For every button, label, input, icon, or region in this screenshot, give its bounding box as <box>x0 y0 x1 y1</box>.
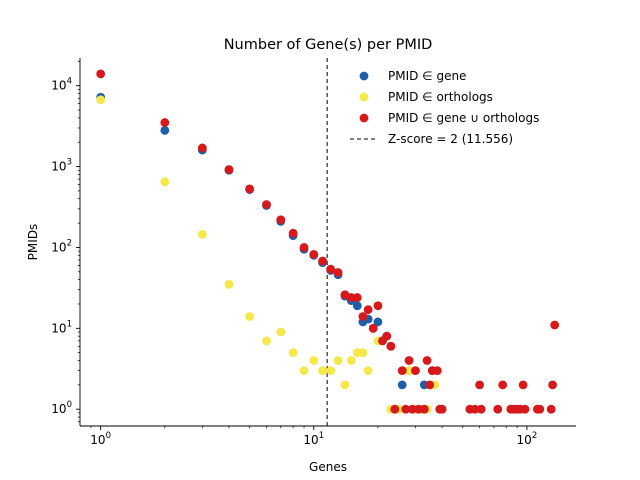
y-tick-label: 104 <box>51 77 72 93</box>
data-point <box>368 323 378 333</box>
data-point <box>518 380 528 390</box>
data-point <box>358 348 368 358</box>
data-point <box>397 366 407 376</box>
data-point <box>326 264 336 274</box>
data-point <box>425 380 435 390</box>
data-point <box>550 320 560 330</box>
data-point <box>346 356 356 365</box>
y-tick-label: 102 <box>51 238 72 254</box>
data-point <box>160 118 170 127</box>
data-point <box>352 293 362 302</box>
chart-title: Number of Gene(s) per PMID <box>224 37 433 53</box>
x-ticks: 100 101 102 <box>90 426 537 447</box>
data-point <box>437 404 447 414</box>
plot-area <box>96 58 560 426</box>
legend-marker <box>359 71 369 81</box>
data-point <box>386 341 396 351</box>
data-point <box>535 404 545 414</box>
legend-label: PMID ∈ gene <box>388 69 466 83</box>
data-point <box>382 331 392 341</box>
legend-marker <box>359 92 369 102</box>
data-point <box>318 256 327 266</box>
data-point <box>276 215 286 225</box>
y-tick-label: 103 <box>51 158 72 174</box>
data-point <box>401 404 411 414</box>
data-point <box>422 356 432 365</box>
data-point <box>160 126 170 135</box>
data-point <box>411 366 420 376</box>
data-point <box>520 404 530 414</box>
data-point <box>498 380 508 390</box>
x-axis-label: Genes <box>309 460 347 474</box>
legend-item: PMID ∈ orthologs <box>359 90 493 104</box>
data-point <box>363 305 373 315</box>
data-point <box>197 230 207 239</box>
legend-label: PMID ∈ gene ∪ orthologs <box>388 111 539 125</box>
data-point <box>546 404 556 414</box>
data-point <box>299 366 309 376</box>
x-tick-label: 100 <box>90 431 111 447</box>
data-point <box>326 366 336 376</box>
y-tick-label: 101 <box>51 319 72 335</box>
data-point <box>419 404 429 414</box>
data-point <box>288 228 298 238</box>
data-point <box>390 404 400 414</box>
x-tick-label: 101 <box>303 431 324 447</box>
legend-label: Z-score = 2 (11.556) <box>388 132 513 146</box>
data-point <box>224 279 234 289</box>
series-3 <box>96 69 560 414</box>
legend: PMID ∈ gene PMID ∈ orthologs PMID ∈ gene ∪… <box>350 69 539 146</box>
data-point <box>397 380 407 390</box>
data-point <box>309 356 319 365</box>
data-point <box>262 200 271 209</box>
legend-marker <box>359 113 369 123</box>
y-tick-label: 100 <box>51 400 72 416</box>
data-point <box>96 69 106 79</box>
data-point <box>288 348 298 358</box>
data-point <box>96 95 106 105</box>
data-point <box>404 356 414 365</box>
data-point <box>548 380 557 390</box>
data-point <box>276 327 286 337</box>
data-point <box>160 177 170 187</box>
y-axis-label: PMIDs <box>26 224 40 261</box>
data-point <box>299 243 309 252</box>
data-point <box>309 250 319 259</box>
data-point <box>373 301 383 311</box>
data-point <box>475 380 485 390</box>
legend-item: PMID ∈ gene <box>359 69 466 83</box>
data-point <box>262 336 271 346</box>
data-point <box>493 404 503 414</box>
data-point <box>432 366 442 376</box>
data-point <box>363 366 373 376</box>
data-point <box>470 404 480 414</box>
data-point <box>333 268 343 277</box>
data-point <box>245 312 255 321</box>
data-point <box>224 165 234 174</box>
data-point <box>340 380 350 390</box>
legend-label: PMID ∈ orthologs <box>388 90 493 104</box>
data-point <box>476 404 486 414</box>
legend-item: Z-score = 2 (11.556) <box>350 132 513 146</box>
data-point <box>333 356 343 365</box>
data-point <box>407 404 417 414</box>
y-ticks: 100 101 102 103 104 <box>51 60 80 423</box>
data-point <box>352 301 362 311</box>
data-point <box>245 184 255 194</box>
data-point <box>318 366 327 376</box>
legend-item: PMID ∈ gene ∪ orthologs <box>359 111 539 125</box>
data-point <box>404 366 414 376</box>
x-tick-label: 102 <box>517 431 538 447</box>
data-point <box>358 312 368 321</box>
data-point <box>373 317 383 327</box>
data-point <box>197 143 207 153</box>
